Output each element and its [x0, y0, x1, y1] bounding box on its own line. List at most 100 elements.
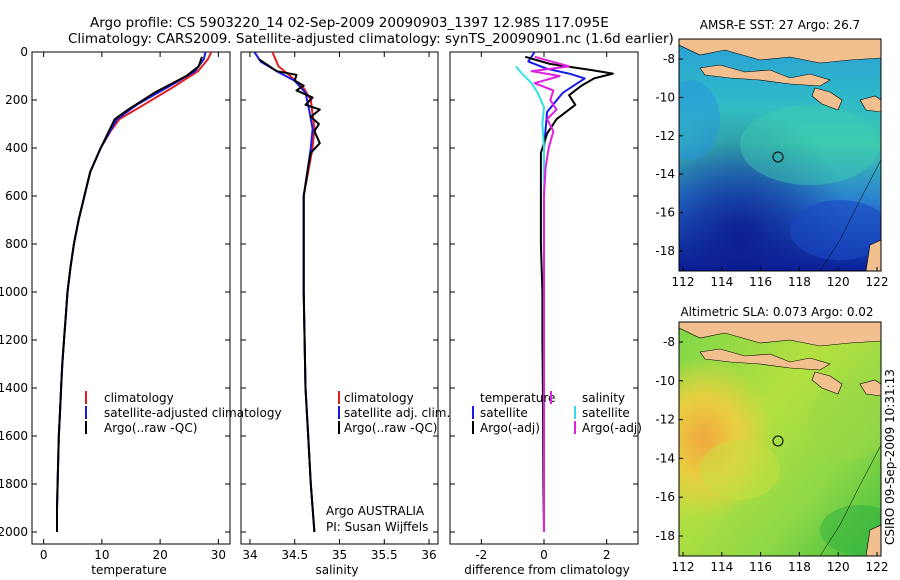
sla-map-field	[679, 322, 881, 556]
sst-argo-marker	[772, 151, 784, 163]
y-tick-label: 0	[20, 45, 28, 59]
map-y-tick-label: -12	[655, 413, 675, 427]
temperature-plot-frame	[31, 51, 231, 545]
map-y-tick-label: -18	[655, 244, 675, 258]
map-y-tick-label: -12	[655, 129, 675, 143]
map-x-tick-label: 122	[866, 560, 889, 574]
legend-label-satellite-adjusted: satellite-adjusted climatology	[104, 406, 282, 420]
legend-title-temperature: temperature	[480, 391, 555, 405]
legend-swatch-argo	[338, 421, 340, 434]
figure-title-line2: Climatology: CARS2009. Satellite-adjuste…	[68, 31, 674, 47]
argo-australia-annotation: Argo AUSTRALIA	[326, 504, 425, 518]
map-y-tick-label: -8	[663, 335, 675, 349]
chart-series	[56, 52, 614, 533]
map-y-tick-label: -18	[655, 529, 675, 543]
legend-swatch-satellite-adjusted	[85, 406, 87, 419]
map-x-tick-label: 118	[788, 560, 811, 574]
series-group-difference	[515, 52, 614, 533]
map-x-tick-label: 118	[788, 275, 811, 289]
map-x-tick-label: 112	[672, 560, 695, 574]
sla-map-frame	[678, 321, 882, 557]
sst-map-ticks: 112 114 116 118 120 122 -8 -10 -12 -14 -16 -18	[655, 52, 888, 289]
legend-swatch-sal-argo	[574, 421, 576, 434]
legend-label-climatology: climatology	[344, 391, 414, 405]
map-x-tick-label: 116	[749, 560, 772, 574]
legend-swatch-sal-satellite	[574, 406, 576, 419]
series-group-salinity	[253, 52, 321, 533]
series-group-temperature	[56, 52, 213, 532]
series-line-argo-raw-qc-	[56, 56, 203, 532]
csiro-timestamp: CSIRO 09-Sep-2009 10:31:13	[883, 369, 897, 545]
y-tick-label: 800	[5, 237, 28, 251]
figure-title-line1: Argo profile: CS 5903220_14 02-Sep-2009 …	[90, 15, 609, 31]
legend-swatch-sal-title	[550, 391, 552, 404]
legend-title-salinity: salinity	[582, 391, 625, 405]
map-x-tick-label: 116	[749, 275, 772, 289]
map-x-tick-label: 122	[866, 275, 889, 289]
legend-label-temp-argo: Argo(-adj)	[480, 421, 540, 435]
legend-swatch-temp-argo	[472, 421, 474, 434]
series-line-salinity-satellite	[515, 65, 545, 532]
x-tick-label: 35	[332, 548, 347, 562]
y-tick-label: 600	[5, 189, 28, 203]
series-line-salinity-argo-adj-	[530, 55, 571, 532]
difference-legend: temperature salinity satellite Argo(-adj…	[472, 391, 642, 435]
sst-map-title: AMSR-E SST: 27 Argo: 26.7	[700, 18, 860, 32]
y-tick-label: 1600	[0, 429, 28, 443]
x-tick-label: 36	[421, 548, 436, 562]
legend-label-satellite-adj: satellite adj. clim.	[344, 406, 450, 420]
chart-axes: 0 10 20 30 0 200 400 600 800 1000 1200 1400 1600 1800…	[0, 45, 638, 562]
series-line-satellite-adjusted-climatology	[56, 52, 207, 532]
temperature-xlabel: temperature	[91, 563, 166, 577]
legend-swatch-climatology	[85, 391, 87, 404]
map-y-tick-label: -8	[663, 52, 675, 66]
y-tick-label: 400	[5, 141, 28, 155]
x-tick-label: 34.5	[281, 548, 308, 562]
sla-argo-marker	[772, 435, 784, 447]
legend-label-sal-argo: Argo(-adj)	[582, 421, 642, 435]
sla-map-ticks: 112 114 116 118 120 122 -8 -10 -12 -14 -16 -18	[655, 335, 888, 574]
x-tick-label: 30	[211, 548, 226, 562]
salinity-legend: climatology satellite adj. clim. Argo(..…	[338, 391, 450, 435]
x-tick-label: 0	[540, 548, 548, 562]
x-tick-label: 20	[152, 548, 167, 562]
legend-swatch-temp-satellite	[472, 406, 474, 419]
x-tick-label: 34	[242, 548, 257, 562]
y-tick-label: 1200	[0, 333, 28, 347]
pi-annotation: PI: Susan Wijffels	[326, 520, 428, 534]
sla-map-title: Altimetric SLA: 0.073 Argo: 0.02	[680, 305, 873, 319]
y-tick-label: 1400	[0, 381, 28, 395]
sst-map-field	[679, 39, 881, 271]
y-tick-label: 1800	[0, 477, 28, 491]
y-tick-label: 2000	[0, 525, 28, 539]
legend-label-sal-satellite: satellite	[582, 406, 630, 420]
series-line-temperature-satellite	[527, 52, 586, 532]
map-y-tick-label: -16	[655, 490, 675, 504]
legend-swatch-argo	[85, 421, 87, 434]
map-y-tick-label: -14	[655, 167, 675, 181]
salinity-xlabel: salinity	[315, 563, 358, 577]
x-tick-label: 10	[94, 548, 109, 562]
map-x-tick-label: 120	[827, 275, 850, 289]
map-y-tick-label: -10	[655, 374, 675, 388]
legend-swatch-satellite-adj	[338, 406, 340, 419]
series-line-temperature-argo-adj-	[524, 55, 614, 533]
map-y-tick-label: -10	[655, 90, 675, 104]
legend-swatch-climatology	[338, 391, 340, 404]
x-tick-label: 2	[603, 548, 611, 562]
salinity-plot-frame	[240, 51, 439, 545]
difference-xlabel: difference from climatology	[464, 563, 630, 577]
y-tick-label: 1000	[0, 285, 28, 299]
map-y-tick-label: -14	[655, 451, 675, 465]
temperature-legend: climatology satellite-adjusted climatolo…	[85, 391, 282, 435]
map-x-tick-label: 120	[827, 560, 850, 574]
x-tick-label: -2	[475, 548, 487, 562]
legend-label-argo: Argo(..raw -QC)	[344, 421, 437, 435]
map-x-tick-label: 112	[672, 275, 695, 289]
series-line-climatology	[56, 52, 213, 509]
y-tick-label: 200	[5, 93, 28, 107]
legend-label-climatology: climatology	[104, 391, 174, 405]
x-tick-label: 35.5	[371, 548, 398, 562]
legend-label-temp-satellite: satellite	[480, 406, 528, 420]
